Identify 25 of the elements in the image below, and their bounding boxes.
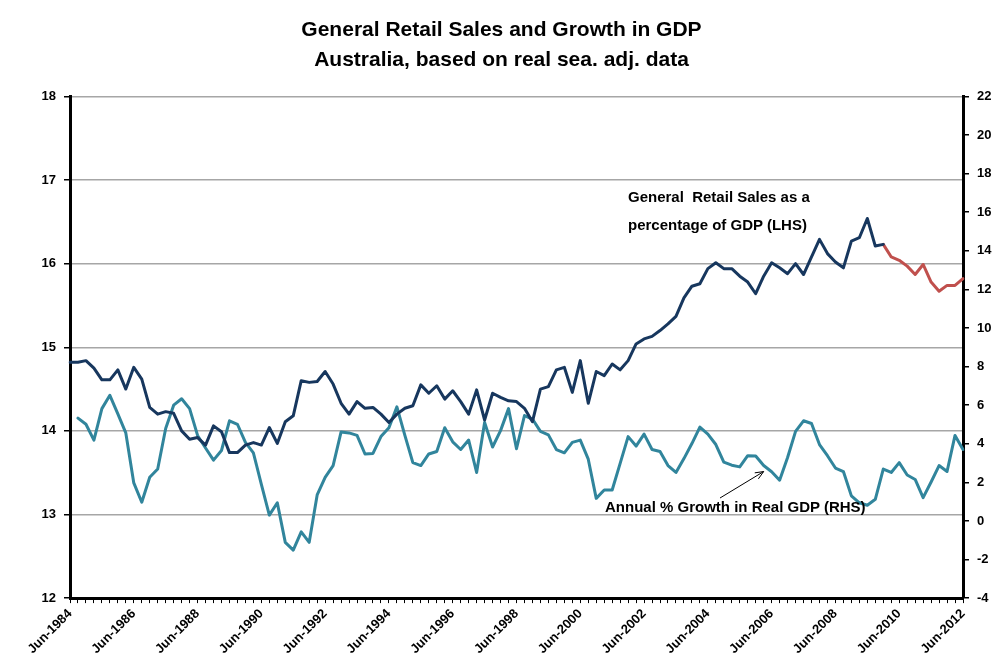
y2-tick-label: -2: [977, 551, 989, 567]
series-label: General Retail Sales as a percentage of GDP (LHS): [628, 188, 811, 234]
y-tick-label: 18: [41, 87, 56, 103]
y2-tick-label: 22: [977, 87, 992, 103]
y-tick-label: 17: [41, 171, 56, 187]
y-tick-label: 16: [41, 255, 56, 271]
y-tick-label: 14: [41, 422, 57, 438]
y2-tick-label: 20: [977, 126, 992, 142]
y2-tick-label: 12: [977, 280, 992, 296]
y2-tick-label: 8: [977, 358, 985, 374]
y2-tick-label: -4: [977, 589, 990, 605]
y2-tick-label: 14: [977, 242, 993, 258]
y-tick-label: 13: [41, 506, 56, 522]
y2-tick-label: 2: [977, 473, 985, 489]
y-tick-label: 15: [41, 338, 56, 354]
y2-tick-label: 0: [977, 512, 985, 528]
y2-tick-label: 6: [977, 396, 985, 412]
y2-tick-label: 18: [977, 165, 992, 181]
y2-tick-label: 16: [977, 203, 992, 219]
y-tick-label: 12: [41, 589, 56, 605]
series-label: Annual % Growth in Real GDP (RHS): [605, 498, 866, 516]
chart-subtitle: Australia, based on real sea. adj. data: [314, 46, 690, 70]
chart-title: General Retail Sales and Growth in GDP: [301, 17, 702, 41]
y2-tick-label: 4: [977, 435, 985, 451]
y2-tick-label: 10: [977, 319, 992, 335]
